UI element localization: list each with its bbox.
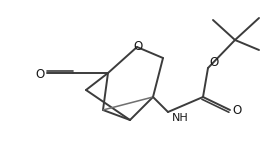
Text: O: O bbox=[133, 39, 143, 53]
Text: O: O bbox=[36, 68, 45, 80]
Text: O: O bbox=[209, 56, 219, 68]
Text: NH: NH bbox=[172, 113, 189, 123]
Text: O: O bbox=[232, 105, 242, 117]
